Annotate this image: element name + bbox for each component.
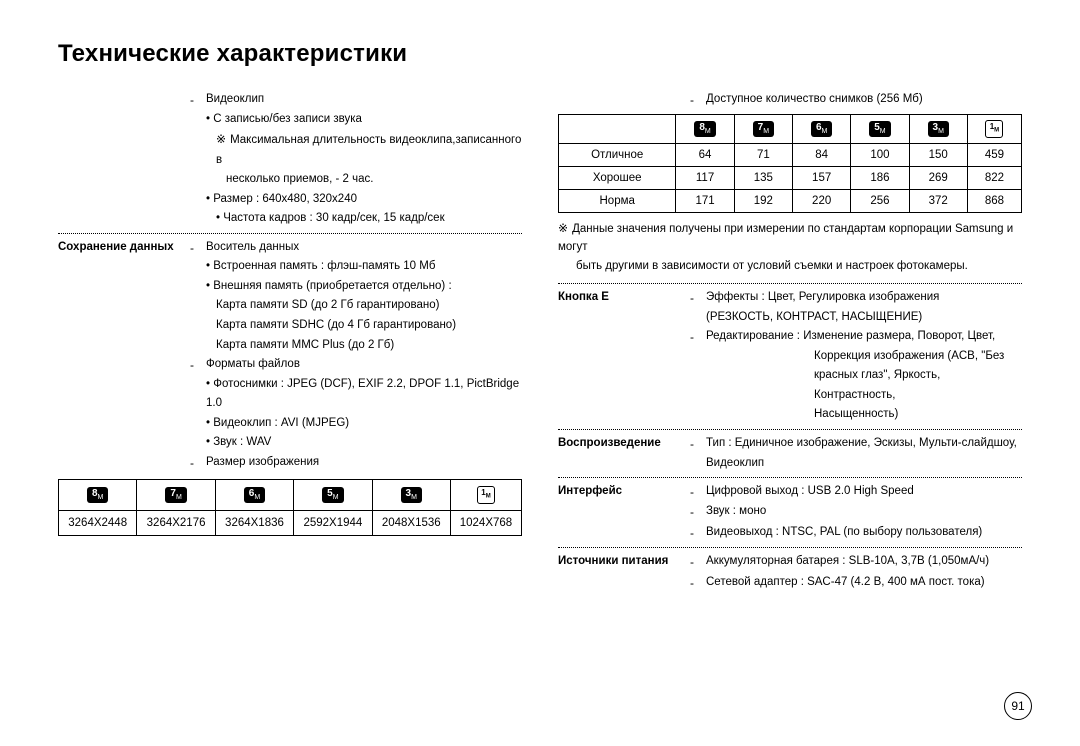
- btn-e-effects-2: (РЕЗКОСТЬ, КОНТРАСТ, НАСЫЩЕНИЕ): [706, 308, 1022, 328]
- videoclip-note-2: несколько приемов, - 2 час.: [206, 170, 522, 190]
- shots-cell: 192: [734, 189, 792, 212]
- videoclip-size: Размер : 640x480, 320x240: [206, 190, 522, 210]
- shots-cell: 157: [793, 166, 851, 189]
- divider: [558, 477, 1022, 478]
- left-column: - Видеоклип С записью/без записи звука ※…: [58, 90, 522, 593]
- file-formats-label: Форматы файлов: [206, 355, 522, 375]
- storage-internal: Встроенная память : флэш-память 10 Мб: [206, 257, 522, 277]
- shots-cell: 100: [851, 143, 909, 166]
- shots-cell: 64: [676, 143, 734, 166]
- shots-cell: 150: [909, 143, 967, 166]
- storage-external-3: Карта памяти SDHC (до 4 Гб гарантировано…: [206, 316, 522, 336]
- shots-header: Доступное количество снимков (256 Мб): [706, 90, 1022, 110]
- badge-3m-icon: 3M: [401, 487, 422, 503]
- storage-external-2: Карта памяти SD (до 2 Гб гарантировано): [206, 296, 522, 316]
- shots-cell: 84: [793, 143, 851, 166]
- power-2: Сетевой адаптер : SAC-47 (4.2 В, 400 мА …: [706, 573, 1022, 593]
- btn-e-edit-2: Коррекция изображения (ACB, "Без: [706, 347, 1022, 367]
- file-formats-2: Видеоклип : AVI (MJPEG): [206, 414, 522, 434]
- shots-row-label: Норма: [559, 189, 676, 212]
- shots-cell: 459: [967, 143, 1021, 166]
- power-label: Источники питания: [558, 552, 690, 572]
- btn-e-edit-4: Насыщенность): [706, 405, 1022, 425]
- badge-1m-icon: 1M: [985, 120, 1003, 138]
- divider: [558, 283, 1022, 284]
- btn-e-effects: Эффекты : Цвет, Регулировка изображения: [706, 291, 939, 303]
- size-cell: 1024X768: [450, 510, 521, 535]
- shots-cell: 135: [734, 166, 792, 189]
- shots-row-label: Хорошее: [559, 166, 676, 189]
- divider: [558, 429, 1022, 430]
- btn-e-label: Кнопка E: [558, 288, 690, 308]
- badge-5m-icon: 5M: [869, 121, 890, 137]
- shots-cell: 269: [909, 166, 967, 189]
- size-cell: 3264X2448: [59, 510, 137, 535]
- power-1: Аккумуляторная батарея : SLB-10A, 3,7В (…: [706, 552, 1022, 572]
- shots-cell: 171: [676, 189, 734, 212]
- size-cell: 2592X1944: [294, 510, 372, 535]
- page-number: 91: [1004, 692, 1032, 720]
- file-formats-1: Фотоснимки : JPEG (DCF), EXIF 2.2, DPOF …: [206, 375, 522, 414]
- badge-6m-icon: 6M: [244, 487, 265, 503]
- videoclip-label: Видеоклип: [206, 90, 522, 110]
- playback-2: Видеоклип: [706, 454, 1022, 474]
- badge-7m-icon: 7M: [165, 487, 186, 503]
- videoclip-sound: С записью/без записи звука: [206, 110, 522, 130]
- badge-6m-icon: 6M: [811, 121, 832, 137]
- badge-5m-icon: 5M: [322, 487, 343, 503]
- videoclip-fps: Частота кадров : 30 кадр/сек, 15 кадр/се…: [206, 209, 522, 229]
- interface-label: Интерфейс: [558, 482, 690, 502]
- badge-8m-icon: 8M: [87, 487, 108, 503]
- shots-cell: 372: [909, 189, 967, 212]
- interface-3: Видеовыход : NTSC, PAL (по выбору пользо…: [706, 523, 1022, 543]
- right-column: - Доступное количество снимков (256 Мб) …: [558, 90, 1022, 593]
- playback-label: Воспроизведение: [558, 434, 690, 454]
- btn-e-edit-1: Редактирование : Изменение размера, Пово…: [706, 327, 1022, 347]
- file-formats-3: Звук : WAV: [206, 433, 522, 453]
- shots-cell: 186: [851, 166, 909, 189]
- shots-cell: 71: [734, 143, 792, 166]
- shots-cell: 220: [793, 189, 851, 212]
- badge-1m-icon: 1M: [477, 486, 495, 504]
- image-size-table: 8M 7M 6M 5M 3M 1M 3264X2448 3264X2176 32…: [58, 479, 522, 536]
- size-cell: 2048X1536: [372, 510, 450, 535]
- badge-7m-icon: 7M: [753, 121, 774, 137]
- divider: [558, 547, 1022, 548]
- interface-2: Звук : моно: [706, 502, 1022, 522]
- storage-media-label: Воситель данных: [206, 238, 522, 258]
- storage-label: Сохранение данных: [58, 238, 190, 258]
- shots-cell: 117: [676, 166, 734, 189]
- footnote: ※Данные значения получены при измерении …: [558, 219, 1022, 275]
- playback-1: Тип : Единичное изображение, Эскизы, Мул…: [706, 434, 1022, 454]
- image-size-label: Размер изображения: [206, 453, 522, 473]
- divider: [58, 233, 522, 234]
- videoclip-note-1: Максимальная длительность видеоклипа,зап…: [216, 134, 521, 166]
- badge-3m-icon: 3M: [928, 121, 949, 137]
- shots-cell: 868: [967, 189, 1021, 212]
- storage-external-4: Карта памяти MMC Plus (до 2 Гб): [206, 336, 522, 356]
- shots-cell: 822: [967, 166, 1021, 189]
- shots-table: 8M 7M 6M 5M 3M 1M Отличное 64 71 84 100 …: [558, 114, 1022, 213]
- page-title: Технические характеристики: [58, 40, 1022, 68]
- size-cell: 3264X1836: [215, 510, 293, 535]
- badge-8m-icon: 8M: [694, 121, 715, 137]
- shots-cell: 256: [851, 189, 909, 212]
- storage-external-1: Внешняя память (приобретается отдельно) …: [206, 277, 522, 297]
- size-cell: 3264X2176: [137, 510, 215, 535]
- interface-1: Цифровой выход : USB 2.0 High Speed: [706, 482, 1022, 502]
- btn-e-edit-3: красных глаз", Яркость, Контрастность,: [706, 366, 1022, 405]
- shots-row-label: Отличное: [559, 143, 676, 166]
